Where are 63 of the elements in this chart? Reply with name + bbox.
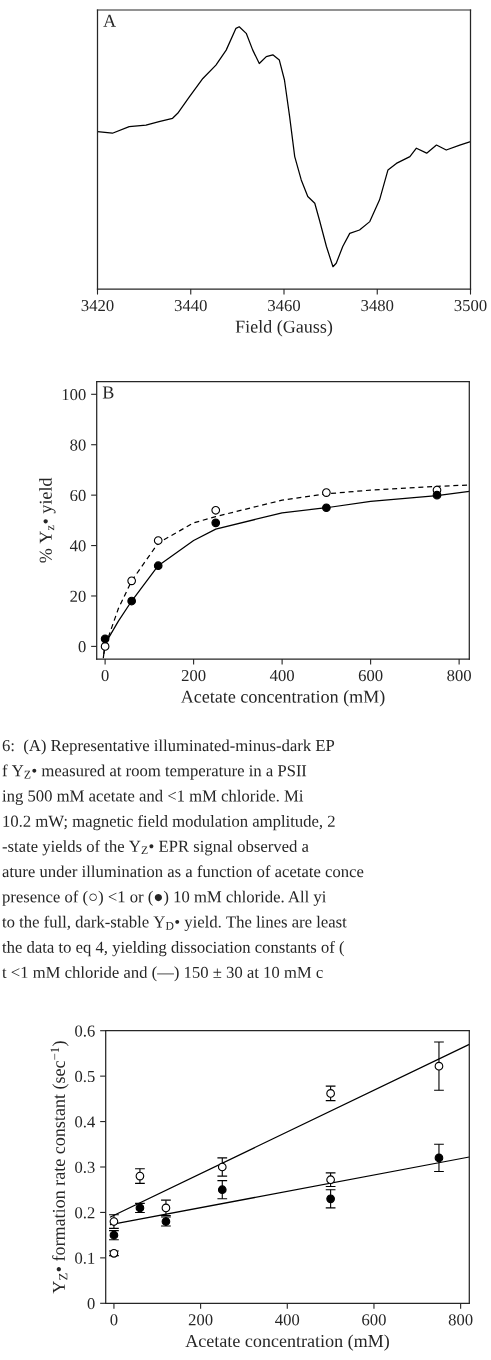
text: presence of (○) <1 or (●) 10 mM chloride. All yi	[2, 890, 327, 906]
y-tick-label: 40	[69, 540, 86, 552]
text: A	[103, 14, 116, 27]
point	[100, 642, 110, 651]
point	[217, 1185, 227, 1195]
x-tick-label: 200	[188, 1314, 213, 1326]
point	[434, 1061, 444, 1071]
y-tick-label: 0.5	[75, 1070, 95, 1083]
y-tick-label: 0.2	[75, 1207, 95, 1219]
x-tick-label: 3440	[174, 299, 207, 312]
y-axis-title: Y$_{Z}$• formation rate constant (sec$^{−1}$)	[50, 1041, 69, 1294]
x-tick-label: 400	[275, 1314, 300, 1326]
x-axis-title: Acetate concentration (mM)	[180, 690, 385, 707]
y-tick-label: 0	[78, 641, 86, 653]
text: to the full, dark-stable Y$_{D}$• yield. The lines are least	[2, 915, 347, 931]
text: -state yields of the Y$_{Z}$• EPR signal observed a	[2, 840, 309, 856]
point	[100, 634, 110, 644]
x-tick-label: 600	[358, 669, 383, 682]
x-tick-label: 3500	[454, 299, 487, 312]
point	[326, 1089, 335, 1098]
y-tick-label: 0.3	[75, 1161, 95, 1174]
point	[153, 561, 163, 571]
x-tick-label: 3420	[81, 299, 114, 312]
text: ature under illumination as a function of acetate conce	[2, 865, 364, 878]
y-tick-label: 0.1	[75, 1252, 95, 1264]
text: f Y$_{Z}$• measured at room temperature in a PSII	[2, 764, 307, 780]
y-axis-title: % Y$_{z}$• yield	[39, 477, 56, 563]
point	[161, 1203, 171, 1213]
point	[434, 1153, 444, 1163]
text: t <1 mM chloride and (—) 150 ± 30 at 10 mM c	[2, 966, 323, 982]
y-tick-label: 0	[87, 1298, 95, 1310]
y-tick-label: 0.4	[75, 1116, 96, 1128]
point	[127, 576, 137, 586]
text: 10.2 mW; magnetic field modulation amplitude, 2	[3, 814, 335, 831]
text: ing 500 mM acetate and <1 mM chloride. Mi	[2, 789, 304, 805]
text: the data to eq 4, yielding dissociation constants of (	[2, 940, 344, 957]
point	[432, 490, 442, 500]
x-tick-label: 0	[110, 1314, 118, 1326]
x-tick-label: 3480	[361, 299, 394, 312]
annotation: B	[102, 386, 114, 399]
point	[322, 488, 331, 497]
y-tick-label: 0.6	[75, 1025, 95, 1037]
point	[217, 1162, 227, 1172]
x-tick-label: 200	[181, 669, 206, 682]
point	[211, 505, 221, 515]
x-tick-label: 0	[101, 669, 109, 682]
y-tick-label: 20	[70, 590, 86, 602]
point	[127, 596, 137, 606]
point	[153, 536, 163, 545]
y-tick-label: 100	[62, 389, 86, 401]
x-tick-label: 800	[448, 1314, 473, 1326]
y-tick-label: 80	[70, 439, 86, 451]
x-tick-label: 800	[447, 669, 471, 682]
x-axis-title: Field (Gauss)	[235, 320, 333, 337]
y-tick-label: 60	[70, 489, 86, 502]
x-tick-label: 600	[362, 1314, 386, 1326]
x-tick-label: 3460	[268, 299, 301, 312]
point	[211, 518, 221, 528]
point	[322, 503, 331, 513]
x-tick-label: 400	[269, 669, 294, 682]
point	[326, 1194, 335, 1204]
x-axis-title: Acetate concentration (mM)	[185, 1334, 389, 1351]
text: 6: (A) Representative illuminated-minus-dark EP	[2, 739, 335, 755]
